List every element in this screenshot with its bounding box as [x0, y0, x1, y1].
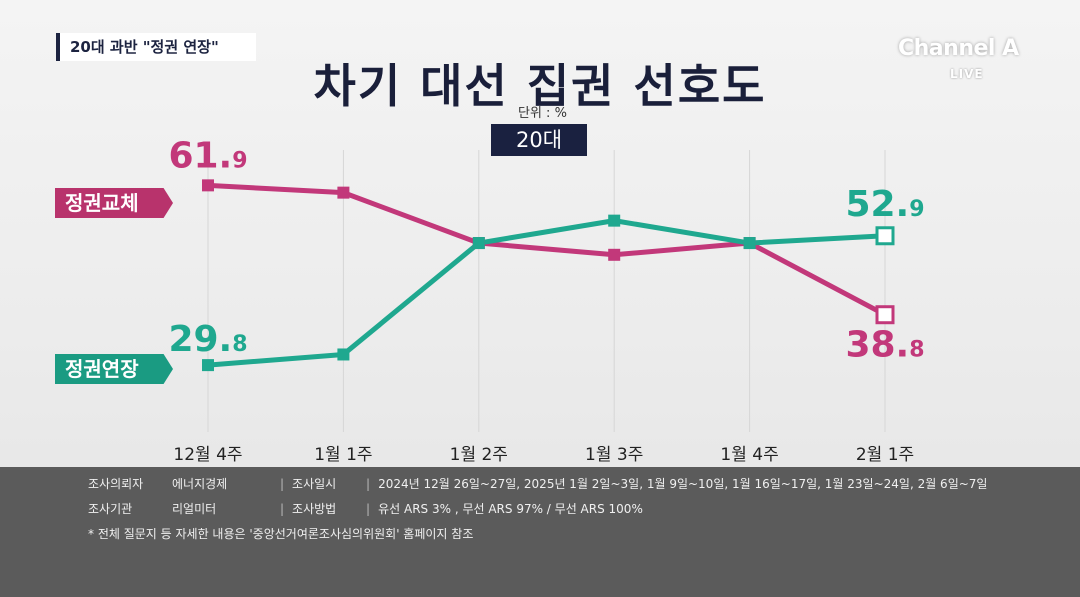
footer-value: 유선 ARS 3% , 무선 ARS 97% / 무선 ARS 100% — [378, 502, 643, 516]
footer-value: 리얼미터 — [172, 502, 217, 516]
data-point — [875, 305, 895, 325]
x-tick-label: 1월 2주 — [450, 445, 508, 465]
topic-caption: 20대 과반 "정권 연장" — [56, 33, 256, 61]
series-line — [207, 182, 887, 317]
data-point — [608, 214, 621, 227]
data-point — [875, 226, 895, 246]
footer-separator: | — [366, 477, 371, 491]
footer-row-2: 조사기관 리얼미터 | 조사방법 | 유선 ARS 3% , 무선 ARS 97% / 무… — [88, 500, 643, 517]
data-point — [743, 237, 756, 250]
footer-row-1: 조사의뢰자 에너지경제 | 조사일시 | 2024년 12월 26일~27일, 2025년… — [88, 475, 987, 492]
series-line — [207, 218, 886, 368]
survey-info-footer: 조사의뢰자 에너지경제 | 조사일시 | 2024년 12월 26일~27일, 2025년… — [0, 467, 1080, 597]
x-tick-label: 1월 1주 — [314, 445, 372, 465]
data-point — [337, 348, 350, 361]
live-indicator: LIVE — [950, 67, 984, 81]
footer-label: 조사기관 — [88, 502, 133, 516]
value-label: 38.8 — [845, 325, 924, 366]
footer-separator: | — [280, 502, 285, 516]
footer-value: 2024년 12월 26일~27일, 2025년 1월 2일~3일, 1월 9일… — [378, 477, 988, 491]
footer-label: 조사방법 — [292, 502, 337, 516]
series-tag-regime-extension: 정권연장 — [55, 354, 173, 384]
footer-separator: | — [280, 477, 285, 491]
value-label: 61.9 — [168, 135, 247, 176]
series-lines — [207, 182, 887, 368]
line-chart: 61.9 38.8 29.8 52.9 12월 4주 1월 1주 1월 2주 1월 3주 1월… — [168, 135, 924, 465]
x-tick-label: 1월 4주 — [720, 445, 778, 465]
footer-value: 에너지경제 — [172, 477, 228, 491]
channel-logo: Channel A — [898, 36, 1019, 61]
footer-separator: | — [366, 502, 371, 516]
data-point — [202, 359, 214, 372]
footer-note: * 전체 질문지 등 자세한 내용은 '중앙선거여론조사심의위원회' 홈페이지 … — [88, 527, 474, 541]
age-group-box: 20대 — [491, 124, 587, 156]
x-tick-label: 2월 1주 — [856, 445, 914, 465]
unit-label: 단위 : % — [518, 106, 567, 121]
x-tick-label: 12월 4주 — [173, 445, 242, 465]
chart-title: 차기 대선 집권 선호도 — [313, 59, 767, 113]
value-labels: 61.9 38.8 29.8 52.9 — [168, 135, 924, 365]
data-point — [608, 248, 621, 261]
data-point — [472, 237, 485, 250]
x-tick-label: 1월 3주 — [585, 445, 643, 465]
value-label: 29.8 — [168, 319, 247, 360]
series-tag-regime-change: 정권교체 — [55, 188, 173, 218]
footer-label: 조사의뢰자 — [88, 477, 144, 491]
data-point — [337, 186, 350, 199]
series-markers — [202, 179, 895, 372]
footer-label: 조사일시 — [292, 477, 337, 491]
x-tick-labels: 12월 4주 1월 1주 1월 2주 1월 3주 1월 4주 2월 1주 — [173, 445, 914, 465]
value-label: 52.9 — [845, 184, 924, 225]
data-point — [202, 179, 214, 192]
